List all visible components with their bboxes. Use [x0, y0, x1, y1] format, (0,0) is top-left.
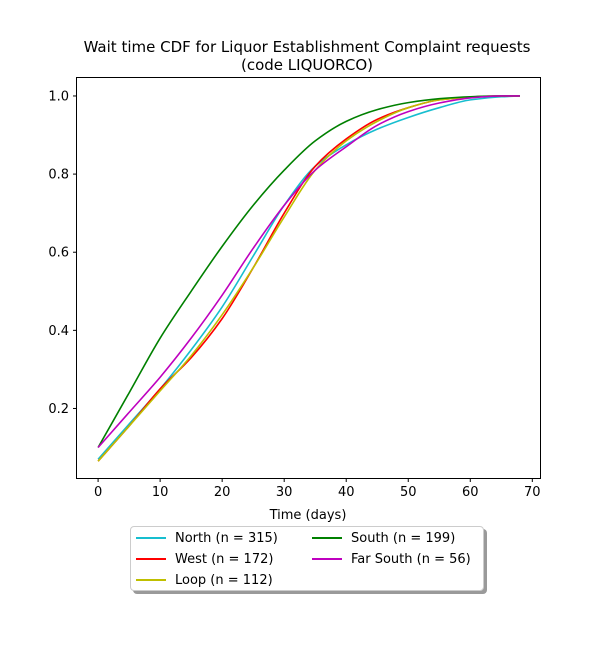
y-tick-label: 0.2 [48, 402, 69, 417]
legend-label: West (n = 172) [175, 551, 274, 567]
legend-swatch-south [312, 537, 342, 539]
series-line-north [97, 95, 520, 460]
legend-swatch-west [136, 558, 166, 560]
chart-subtitle: (code LIQUORCO) [241, 56, 373, 74]
series-line-south [97, 95, 520, 448]
x-tick-label: 0 [94, 485, 102, 500]
plot-frame [76, 77, 541, 479]
series-line-west [97, 95, 520, 462]
y-tick-label: 0.8 [48, 168, 69, 183]
legend-entry-north: North (n = 315) [136, 529, 278, 547]
chart-title: Wait time CDF for Liquor Establishment C… [84, 38, 531, 56]
legend-label: Loop (n = 112) [175, 572, 273, 588]
legend-entry-south: South (n = 199) [312, 529, 455, 547]
legend-entry-loop: Loop (n = 112) [136, 571, 273, 589]
y-tick-label: 0.4 [48, 324, 69, 339]
series-line-far-south [97, 95, 520, 449]
x-tick-label: 30 [276, 485, 293, 500]
y-tick-label: 1.0 [48, 89, 69, 104]
legend-swatch-far-south [312, 558, 342, 560]
legend-entry-west: West (n = 172) [136, 550, 273, 568]
legend-label: North (n = 315) [175, 530, 278, 546]
x-tick-label: 20 [214, 485, 231, 500]
x-tick-label: 60 [462, 485, 479, 500]
legend-label: Far South (n = 56) [351, 551, 471, 567]
legend-entry-far-south: Far South (n = 56) [312, 550, 471, 568]
x-tick-label: 10 [152, 485, 169, 500]
x-tick-label: 70 [524, 485, 541, 500]
legend-swatch-north [136, 537, 166, 539]
axis-layer: 0 10 20 30 40 50 60 70 0.2 0.4 0.6 0.8 1.0 [48, 89, 540, 500]
x-tick-label: 50 [400, 485, 417, 500]
legend-swatch-loop [136, 579, 166, 581]
chart-legend: North (n = 315) West (n = 172) Loop (n =… [130, 526, 484, 591]
series-layer [97, 95, 520, 462]
legend-label: South (n = 199) [351, 530, 456, 546]
series-line-loop [97, 95, 520, 462]
y-tick-label: 0.6 [48, 246, 69, 261]
x-tick-label: 40 [338, 485, 355, 500]
x-axis-label: Time (days) [269, 508, 347, 523]
